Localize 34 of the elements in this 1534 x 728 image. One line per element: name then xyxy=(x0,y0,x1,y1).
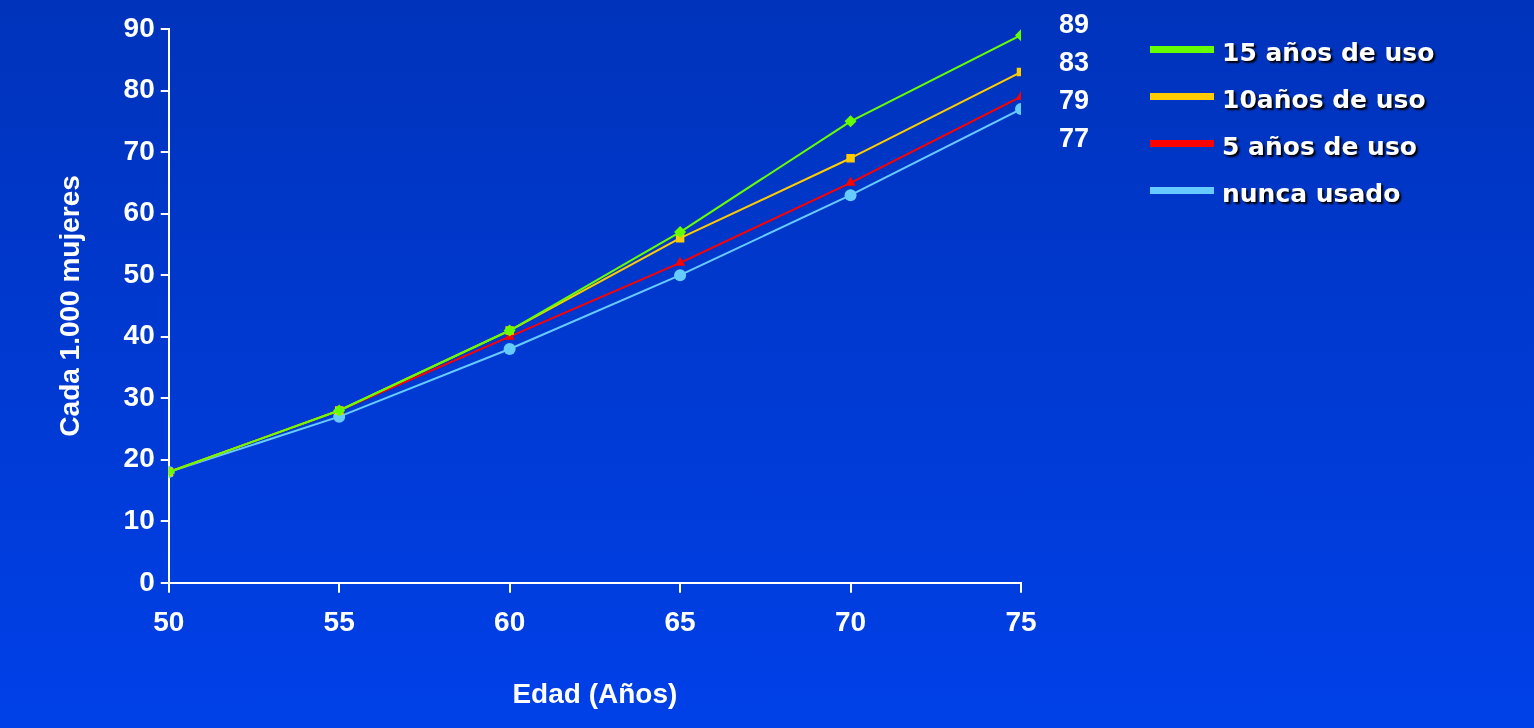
y-tick-label: 20 xyxy=(123,442,155,474)
y-tick-label: 0 xyxy=(139,565,155,597)
x-tick-label: 60 xyxy=(494,606,526,638)
y-axis-title: Cada 1.000 mujeres xyxy=(53,175,85,437)
legend-label: 5 años de uso xyxy=(1222,132,1417,161)
x-axis-title: Edad (Años) xyxy=(512,677,678,709)
x-tick-label: 50 xyxy=(153,606,185,638)
x-tick-label: 55 xyxy=(323,606,355,638)
point xyxy=(844,189,857,202)
point xyxy=(503,342,516,355)
x-tick-label: 65 xyxy=(664,606,696,638)
y-tick-label: 90 xyxy=(123,11,155,43)
y-tick-label: 70 xyxy=(123,134,155,166)
x-tick-label: 75 xyxy=(1005,606,1037,638)
y-tick-label: 80 xyxy=(123,73,155,105)
legend-label: 15 años de uso xyxy=(1222,38,1435,67)
y-tick-label: 10 xyxy=(123,503,155,535)
point xyxy=(846,153,855,163)
data-label: 79 xyxy=(1059,84,1090,115)
point xyxy=(674,226,687,239)
legend-label: nunca usado xyxy=(1222,179,1401,208)
legend-label: 10años de uso xyxy=(1222,85,1426,114)
y-tick-label: 40 xyxy=(123,319,155,351)
data-label: 89 xyxy=(1059,8,1090,39)
y-tick-label: 30 xyxy=(123,380,155,412)
point xyxy=(674,269,687,282)
point xyxy=(674,256,686,266)
y-tick-label: 60 xyxy=(123,196,155,228)
point xyxy=(845,176,856,186)
y-tick-label: 50 xyxy=(123,257,155,289)
point xyxy=(844,115,857,128)
x-tick-label: 70 xyxy=(834,606,867,638)
data-label: 83 xyxy=(1059,46,1090,77)
data-label: 77 xyxy=(1059,122,1090,153)
